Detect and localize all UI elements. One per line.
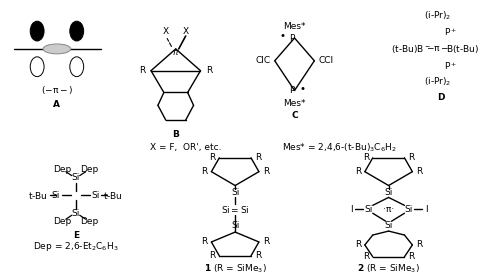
Text: R: R bbox=[408, 153, 414, 162]
Text: C: C bbox=[291, 111, 298, 120]
Text: R: R bbox=[255, 251, 261, 260]
Text: R: R bbox=[255, 153, 261, 162]
Text: R: R bbox=[202, 167, 207, 176]
Text: R: R bbox=[355, 240, 361, 249]
Text: R: R bbox=[416, 240, 422, 249]
Text: R: R bbox=[362, 252, 369, 261]
Text: R: R bbox=[202, 237, 207, 246]
Text: Dep: Dep bbox=[53, 165, 71, 174]
Text: Dep = 2,6-Et$_2$C$_6$H$_3$: Dep = 2,6-Et$_2$C$_6$H$_3$ bbox=[33, 240, 118, 253]
Text: D: D bbox=[438, 93, 445, 102]
Text: $(i$-Pr$)_2$: $(i$-Pr$)_2$ bbox=[424, 10, 452, 23]
Text: $\mathregular{P^+}$: $\mathregular{P^+}$ bbox=[444, 26, 458, 38]
Text: Si: Si bbox=[384, 221, 393, 230]
Text: Si: Si bbox=[231, 221, 239, 230]
Text: Si: Si bbox=[364, 205, 373, 214]
Text: Si: Si bbox=[72, 173, 80, 182]
Text: Si: Si bbox=[52, 191, 60, 200]
Text: $-π-$: $-π-$ bbox=[426, 44, 450, 53]
Text: X: X bbox=[182, 27, 188, 36]
Text: P: P bbox=[289, 86, 294, 95]
Text: Mes*: Mes* bbox=[284, 99, 306, 108]
Text: R: R bbox=[355, 167, 361, 176]
Text: I: I bbox=[425, 205, 428, 214]
Text: A: A bbox=[54, 100, 60, 109]
Text: R: R bbox=[262, 167, 269, 176]
Text: R: R bbox=[362, 153, 369, 162]
Text: CCl: CCl bbox=[318, 56, 334, 65]
Text: $(i$-Pr$)_2$: $(i$-Pr$)_2$ bbox=[424, 75, 452, 88]
Text: Mes* = 2,4,6-$(t$-Bu$)_3$C$_6$H$_2$: Mes* = 2,4,6-$(t$-Bu$)_3$C$_6$H$_2$ bbox=[282, 142, 397, 154]
Text: R: R bbox=[210, 153, 216, 162]
Ellipse shape bbox=[43, 44, 71, 54]
Text: B: B bbox=[172, 129, 179, 139]
Text: R: R bbox=[262, 237, 269, 246]
Text: Mes*: Mes* bbox=[284, 22, 306, 31]
Text: Si: Si bbox=[231, 188, 239, 197]
Text: $\mathbf{1}$ (R = SiMe$_3$): $\mathbf{1}$ (R = SiMe$_3$) bbox=[204, 263, 266, 275]
Text: X = F,  OR', etc.: X = F, OR', etc. bbox=[150, 143, 222, 152]
Text: E: E bbox=[72, 230, 79, 240]
Text: Si$=$Si: Si$=$Si bbox=[221, 204, 250, 215]
Ellipse shape bbox=[70, 57, 84, 77]
Text: $(t$-Bu$)\mathregular{B^-}$: $(t$-Bu$)\mathregular{B^-}$ bbox=[392, 43, 432, 55]
Text: R: R bbox=[206, 66, 212, 75]
Text: Dep: Dep bbox=[53, 217, 71, 226]
Ellipse shape bbox=[30, 57, 44, 77]
Text: •: • bbox=[300, 83, 306, 93]
Text: P: P bbox=[289, 33, 294, 42]
Text: $\mathregular{P^+}$: $\mathregular{P^+}$ bbox=[444, 60, 458, 72]
Text: X: X bbox=[163, 27, 169, 36]
Text: $\pi$: $\pi$ bbox=[172, 48, 180, 57]
Text: ·π·: ·π· bbox=[383, 205, 394, 214]
Text: $(-\pi-)$: $(-\pi-)$ bbox=[41, 85, 73, 97]
Text: Si: Si bbox=[92, 191, 100, 200]
Text: $t$-Bu: $t$-Bu bbox=[104, 190, 124, 201]
Text: R: R bbox=[416, 167, 422, 176]
Text: Dep: Dep bbox=[80, 217, 98, 226]
Text: R: R bbox=[210, 251, 216, 260]
Text: Si: Si bbox=[72, 209, 80, 218]
Text: Dep: Dep bbox=[80, 165, 98, 174]
Ellipse shape bbox=[70, 21, 84, 41]
Text: Si: Si bbox=[384, 188, 393, 197]
Text: $\mathbf{2}$ (R = SiMe$_3$): $\mathbf{2}$ (R = SiMe$_3$) bbox=[357, 263, 420, 275]
Ellipse shape bbox=[30, 21, 44, 41]
Text: $t$-Bu: $t$-Bu bbox=[28, 190, 48, 201]
Text: $\mathregular{B}(t$-Bu$)$: $\mathregular{B}(t$-Bu$)$ bbox=[446, 43, 480, 55]
Text: Si: Si bbox=[404, 205, 412, 214]
Text: ClC: ClC bbox=[256, 56, 270, 65]
Text: •: • bbox=[280, 31, 285, 41]
Text: R: R bbox=[408, 252, 414, 261]
Text: I: I bbox=[350, 205, 352, 214]
Text: R: R bbox=[139, 66, 145, 75]
